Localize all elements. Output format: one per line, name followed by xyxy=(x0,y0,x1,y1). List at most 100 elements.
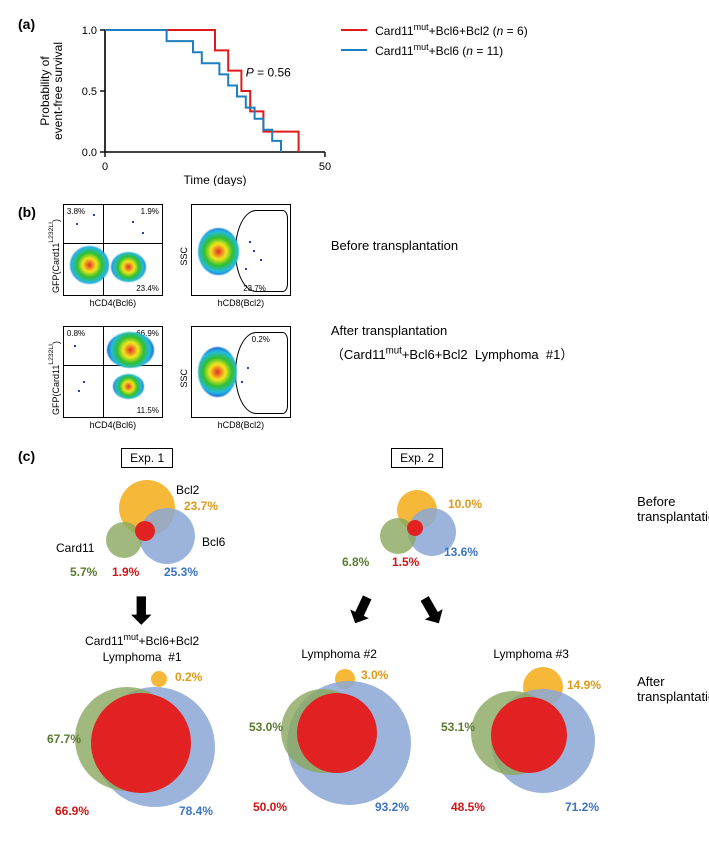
facs-after-left-cell: 0.8% 66.9% 11.5% hCD4(Bcl6) xyxy=(63,326,163,430)
venn-svg-exp2-before: 10.0%6.8%13.6%1.5% xyxy=(322,468,512,588)
facs-xlabel-ar: hCD8(Bcl2) xyxy=(218,420,265,430)
svg-text:48.5%: 48.5% xyxy=(451,800,485,814)
panel-c: (c) Exp. 1 Bcl2 23.7% Card11 5.7% Bcl6 25.3% 1… xyxy=(18,448,691,825)
svg-text:Card11: Card11 xyxy=(56,541,95,555)
facs-pct-bl-tr: 1.9% xyxy=(141,207,159,216)
panel-b-after-label: After transplantation （Card11mut+Bcl6+Bc… xyxy=(331,323,573,363)
svg-text:50.0%: 50.0% xyxy=(253,800,287,814)
panel-c-before-label: Before transplantation xyxy=(637,494,709,524)
facs-before-right-cell: 23.7% hCD8(Bcl2) xyxy=(191,204,291,308)
svg-text:66.9%: 66.9% xyxy=(55,804,89,818)
exp1-title: Exp. 1 xyxy=(121,448,173,468)
svg-text:0.0: 0.0 xyxy=(82,147,97,159)
svg-text:0.5: 0.5 xyxy=(82,86,97,98)
svg-text:53.1%: 53.1% xyxy=(441,720,475,734)
panel-c-right-labels: Before transplantation After transplanta… xyxy=(637,494,709,704)
svg-text:93.2%: 93.2% xyxy=(375,800,409,814)
venn-after-3: Lymphoma #3 14.9%53.1%48.5%71.2% xyxy=(441,632,621,825)
venn-svg-after-1: 0.2% 67.7% 66.9% 78.4% xyxy=(47,665,237,825)
facs-after-left-wrap: GFP(Card11L232LI) 0.8% 66.9% 11.5% hCD4(… xyxy=(48,326,163,430)
facs-before-right-wrap: SSC 23.7% hCD8(Bcl2) xyxy=(179,204,291,308)
arrow-diag-right-icon: ➡ xyxy=(409,588,455,632)
venn-svg-after-2: 3.0% 53.0% 50.0% 93.2% xyxy=(249,661,429,821)
panel-c-content: Exp. 1 Bcl223.7%Card115.7%Bcl625.3%1.9% … xyxy=(47,448,621,825)
legend-row-1: Card11mut+Bcl6+Bcl2 (n = 6) xyxy=(341,22,528,38)
svg-text:Probability of: Probability of xyxy=(38,56,52,126)
exp2-title: Exp. 2 xyxy=(391,448,443,468)
panel-b-right-labels: Before transplantation After transplanta… xyxy=(331,238,573,363)
legend-row-2: Card11mut+Bcl6 (n = 11) xyxy=(341,42,528,58)
svg-text:53.0%: 53.0% xyxy=(249,720,283,734)
svg-text:50: 50 xyxy=(319,161,331,173)
facs-before-left-wrap: GFP(Card11L232LI) 3.8% 1.9% 23.4% hCD4(B… xyxy=(48,204,163,308)
svg-text:Time (days): Time (days) xyxy=(184,173,247,186)
venn-exp2-before: Exp. 2 10.0%6.8%13.6%1.5% xyxy=(317,448,517,588)
panel-c-after-label: After transplantation xyxy=(637,674,709,704)
facs-ylabel-right: SSC xyxy=(179,247,189,266)
panel-b: (b) GFP(Card11L232LI) 3.8% 1.9% 23.4% hC… xyxy=(18,204,691,430)
facs-xlabel-bl: hCD4(Bcl6) xyxy=(90,298,137,308)
legend-label-2: Card11mut+Bcl6 (n = 11) xyxy=(375,42,503,58)
venn-svg-after-3: 14.9%53.1%48.5%71.2% xyxy=(441,661,621,821)
svg-text:P = 0.56: P = 0.56 xyxy=(246,65,291,79)
svg-text:13.6%: 13.6% xyxy=(444,545,478,559)
svg-text:25.3%: 25.3% xyxy=(164,565,198,579)
venn-after-2: Lymphoma #2 3.0%53.0%50.0%93.2% xyxy=(249,632,429,825)
panel-a-label: (a) xyxy=(18,16,35,32)
svg-text:5.7%: 5.7% xyxy=(70,565,98,579)
svg-text:1.0: 1.0 xyxy=(82,25,97,37)
venn-exp1-before: Exp. 1 Bcl2 23.7% Card11 5.7% Bcl6 25.3% 1.9% xyxy=(47,448,247,588)
facs-pct-al-br: 11.5% xyxy=(137,406,159,415)
panel-c-label: (c) xyxy=(18,448,35,464)
svg-text:Bcl6: Bcl6 xyxy=(202,535,226,549)
venn-svg-exp1-before: Bcl2 23.7% Card11 5.7% Bcl6 25.3% 1.9% xyxy=(52,468,242,588)
facs-xlabel-br: hCD8(Bcl2) xyxy=(218,298,265,308)
svg-text:3.0%: 3.0% xyxy=(361,668,389,682)
svg-text:event-free survival: event-free survival xyxy=(51,42,65,140)
facs-after-right-wrap: SSC 0.2% hCD8(Bcl2) xyxy=(179,326,291,430)
facs-grid: GFP(Card11L232LI) 3.8% 1.9% 23.4% hCD4(B… xyxy=(48,204,291,430)
svg-text:1.5%: 1.5% xyxy=(392,555,420,569)
arrow-down-icon: ➡ xyxy=(124,595,160,625)
panel-a: (a) 0.0 0.5 1.0 0 50 Time (days) Probability o… xyxy=(18,16,691,186)
legend-swatch-2 xyxy=(341,49,367,51)
facs-ylabel-left2: GFP(Card11L232LI) xyxy=(48,341,61,415)
lymphoma1-header: Card11mut+Bcl6+Bcl2Lymphoma #1 xyxy=(85,632,199,665)
facs-xlabel-al: hCD4(Bcl6) xyxy=(90,420,137,430)
svg-text:78.4%: 78.4% xyxy=(179,804,213,818)
facs-before-left: 3.8% 1.9% 23.4% xyxy=(63,204,163,296)
facs-row-after: GFP(Card11L232LI) 0.8% 66.9% 11.5% hCD4(… xyxy=(48,326,291,430)
svg-text:1.9%: 1.9% xyxy=(112,565,140,579)
svg-text:0: 0 xyxy=(102,161,108,173)
legend-n1: 6 xyxy=(517,24,524,38)
svg-text:10.0%: 10.0% xyxy=(448,497,482,511)
survival-plot: 0.0 0.5 1.0 0 50 Time (days) Probability ofeve… xyxy=(35,16,335,186)
svg-text:14.9%: 14.9% xyxy=(567,678,601,692)
legend-swatch-1 xyxy=(341,29,367,31)
arrow-diag-left-icon: ➡ xyxy=(340,589,385,632)
svg-text:67.7%: 67.7% xyxy=(47,732,81,746)
facs-ylabel-right2: SSC xyxy=(179,369,189,388)
facs-pct-bl-tl: 3.8% xyxy=(67,207,85,216)
lymphoma3-header: Lymphoma #3 xyxy=(493,647,569,661)
facs-after-right: 0.2% xyxy=(191,326,291,418)
panel-c-before-row: Exp. 1 Bcl223.7%Card115.7%Bcl625.3%1.9% … xyxy=(47,448,621,588)
panel-b-before-label: Before transplantation xyxy=(331,238,573,253)
legend-label-1: Card11mut+Bcl6+Bcl2 (n = 6) xyxy=(375,22,528,38)
facs-ylabel-left: GFP(Card11L232LI) xyxy=(48,219,61,293)
panel-b-after-paren: （Card11mut+Bcl6+Bcl2 Lymphoma #1） xyxy=(331,344,573,363)
svg-text:Bcl2: Bcl2 xyxy=(176,483,200,497)
legend-n2: 11 xyxy=(487,44,499,58)
venn-after-1: Card11mut+Bcl6+Bcl2Lymphoma #1 0.2% 67.7%… xyxy=(47,632,237,825)
panel-c-after-row: Card11mut+Bcl6+Bcl2Lymphoma #1 0.2% 67.7%… xyxy=(47,632,621,825)
facs-row-before: GFP(Card11L232LI) 3.8% 1.9% 23.4% hCD4(B… xyxy=(48,204,291,308)
facs-after-right-cell: 0.2% hCD8(Bcl2) xyxy=(191,326,291,430)
svg-text:23.7%: 23.7% xyxy=(184,499,218,513)
panel-b-after-line1: After transplantation xyxy=(331,323,573,338)
panel-b-label: (b) xyxy=(18,204,36,220)
facs-after-left: 0.8% 66.9% 11.5% xyxy=(63,326,163,418)
svg-text:0.2%: 0.2% xyxy=(175,670,203,684)
facs-before-right: 23.7% xyxy=(191,204,291,296)
facs-pct-al-tl: 0.8% xyxy=(67,329,85,338)
arrows-exp2: ➡ ➡ xyxy=(347,588,447,632)
